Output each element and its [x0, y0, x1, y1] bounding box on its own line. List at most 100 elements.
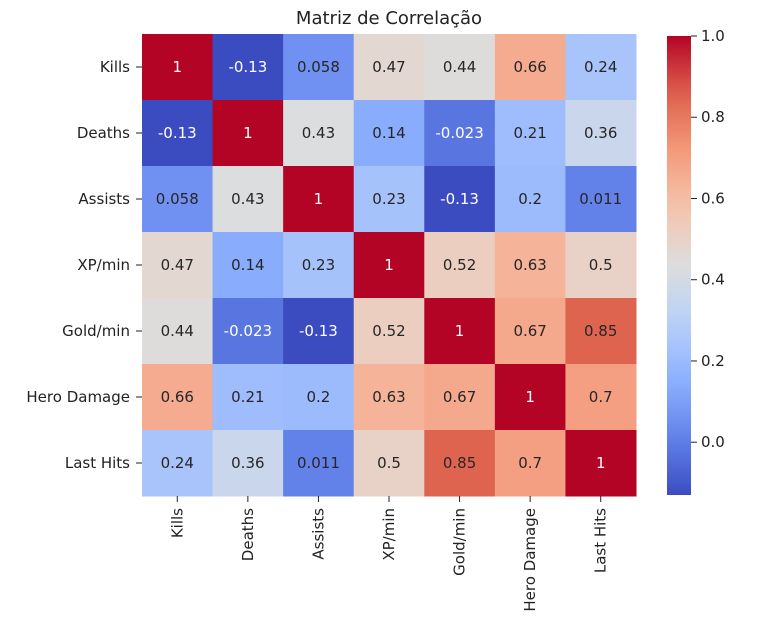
heatmap-cell	[283, 430, 355, 497]
heatmap-cell	[353, 430, 425, 497]
colorbar-tick-label: 0.4	[701, 271, 725, 289]
cell-value-label: 0.63	[372, 388, 405, 406]
heatmap-cell	[353, 100, 425, 167]
cell-value-label: 0.47	[161, 256, 194, 274]
cell-value-label: 0.63	[513, 256, 546, 274]
cell-value-label: 0.2	[306, 388, 330, 406]
heatmap-cells: 1 -0.13 0.058 0.47 0.44 0.66 0.24 -0.13 1 0.43 0.1…	[142, 34, 637, 497]
cell-value-label: 0.85	[443, 454, 476, 472]
heatmap-cell	[353, 34, 425, 101]
cell-value-label: -0.13	[299, 322, 338, 340]
y-tick-label: Last Hits	[65, 454, 130, 472]
y-tick-label: XP/min	[77, 256, 130, 274]
cell-value-label: 0.23	[372, 190, 405, 208]
cell-value-label: 0.24	[161, 454, 194, 472]
heatmap-cell	[283, 364, 355, 431]
heatmap-cell	[212, 100, 284, 167]
x-tick-label: Kills	[168, 508, 186, 538]
heatmap-cell	[494, 166, 566, 233]
cell-value-label: 1	[384, 256, 394, 274]
colorbar-tick-label: 0.6	[701, 189, 725, 207]
cell-value-label: -0.13	[440, 190, 479, 208]
heatmap-cell	[424, 298, 496, 365]
cell-value-label: 0.011	[297, 454, 340, 472]
cell-value-label: 0.14	[372, 124, 405, 142]
heatmap-cell	[283, 100, 355, 167]
heatmap-cell	[424, 232, 496, 299]
cell-value-label: 0.7	[518, 454, 542, 472]
heatmap-cell	[142, 34, 214, 101]
colorbar-tick-label: 1.0	[701, 27, 725, 45]
cell-value-label: 0.36	[584, 124, 617, 142]
heatmap-cell	[565, 298, 637, 365]
heatmap-cell	[565, 34, 637, 101]
cell-value-label: 0.058	[297, 58, 340, 76]
x-tick-label: Last Hits	[592, 508, 610, 573]
heatmap-cell	[353, 298, 425, 365]
cell-value-label: 0.43	[302, 124, 335, 142]
x-tick-label: Deaths	[239, 508, 257, 561]
x-axis-labels: Kills Deaths Assists XP/min Gold/min Hero Dam…	[168, 496, 610, 612]
cell-value-label: 0.21	[231, 388, 264, 406]
heatmap-cell	[142, 100, 214, 167]
x-tick-label: Gold/min	[451, 508, 469, 576]
cell-value-label: -0.023	[435, 124, 483, 142]
cell-value-label: 1	[455, 322, 465, 340]
heatmap-cell	[565, 232, 637, 299]
cell-value-label: 0.44	[161, 322, 194, 340]
heatmap-cell	[212, 430, 284, 497]
x-tick-label: XP/min	[380, 508, 398, 561]
heatmap-cell	[212, 34, 284, 101]
cell-value-label: 0.21	[513, 124, 546, 142]
heatmap-cell	[494, 364, 566, 431]
cell-value-label: 0.058	[156, 190, 199, 208]
cell-value-label: 0.47	[372, 58, 405, 76]
cell-value-label: 1	[243, 124, 253, 142]
heatmap-cell	[283, 34, 355, 101]
heatmap-cell	[424, 430, 496, 497]
heatmap-cell	[142, 232, 214, 299]
heatmap-cell	[424, 364, 496, 431]
x-tick-label: Assists	[309, 508, 327, 560]
heatmap-cell	[353, 166, 425, 233]
heatmap-cell	[212, 364, 284, 431]
cell-value-label: 0.7	[589, 388, 613, 406]
colorbar: 0.0 0.2 0.4 0.6 0.8 1.0	[667, 27, 725, 495]
cell-value-label: -0.023	[224, 322, 272, 340]
heatmap-cell	[424, 34, 496, 101]
heatmap-cell	[142, 166, 214, 233]
heatmap-cell	[565, 100, 637, 167]
colorbar-gradient	[667, 36, 691, 495]
cell-value-label: 0.66	[513, 58, 546, 76]
cell-value-label: 0.66	[161, 388, 194, 406]
cell-value-label: 1	[596, 454, 606, 472]
cell-value-label: 0.67	[513, 322, 546, 340]
heatmap-cell	[565, 364, 637, 431]
y-tick-label: Assists	[78, 190, 130, 208]
heatmap-cell	[283, 298, 355, 365]
cell-value-label: 0.14	[231, 256, 264, 274]
colorbar-tick-label: 0.2	[701, 352, 725, 370]
heatmap-cell	[142, 430, 214, 497]
cell-value-label: 0.23	[302, 256, 335, 274]
cell-value-label: 0.52	[443, 256, 476, 274]
heatmap-cell	[353, 232, 425, 299]
colorbar-tick-label: 0.8	[701, 108, 725, 126]
cell-value-label: 0.36	[231, 454, 264, 472]
cell-value-label: 0.24	[584, 58, 617, 76]
heatmap-cell	[565, 430, 637, 497]
heatmap-cell	[212, 232, 284, 299]
cell-value-label: 1	[173, 58, 183, 76]
y-axis-labels: Kills Deaths Assists XP/min Gold/min Hero Dam…	[26, 58, 142, 472]
cell-value-label: 0.43	[231, 190, 264, 208]
cell-value-label: 0.85	[584, 322, 617, 340]
heatmap-cell	[283, 166, 355, 233]
heatmap-cell	[565, 166, 637, 233]
heatmap-cell	[212, 166, 284, 233]
cell-value-label: 0.52	[372, 322, 405, 340]
y-tick-label: Hero Damage	[26, 388, 130, 406]
heatmap-cell	[212, 298, 284, 365]
heatmap-cell	[142, 298, 214, 365]
